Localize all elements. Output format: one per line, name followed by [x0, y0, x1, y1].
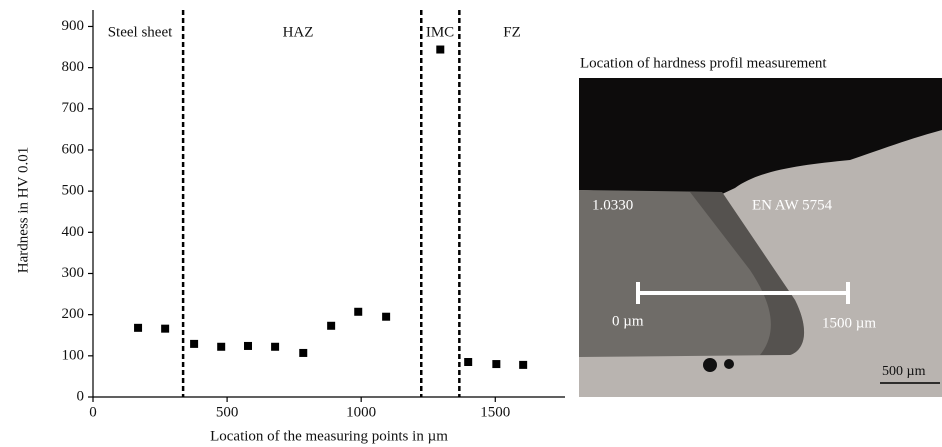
y-tick-label: 200	[62, 306, 85, 322]
y-tick-label: 700	[62, 100, 85, 116]
point	[354, 308, 362, 316]
x-tick-label: 1500	[480, 404, 510, 420]
region-label: IMC	[426, 24, 454, 40]
point	[244, 342, 252, 350]
point	[327, 322, 335, 330]
pore	[703, 358, 717, 372]
point	[492, 360, 500, 368]
point	[217, 343, 225, 351]
start-label: 0 µm	[612, 313, 644, 329]
point	[464, 358, 472, 366]
scale-bar-label: 500 µm	[882, 364, 926, 379]
y-tick-label: 400	[62, 224, 85, 240]
y-tick-label: 800	[62, 59, 85, 75]
point	[134, 324, 142, 332]
point	[161, 325, 169, 333]
y-tick-label: 300	[62, 265, 85, 281]
pore	[724, 359, 734, 369]
aluminium-label: EN AW 5754	[752, 197, 833, 213]
y-tick-label: 500	[62, 183, 85, 199]
x-tick-label: 500	[216, 404, 239, 420]
y-tick-label: 100	[62, 347, 85, 363]
region-label: HAZ	[283, 24, 314, 40]
figure: Hardness in HV 0.01 Location of the meas…	[0, 0, 942, 447]
y-tick-label: 0	[77, 388, 85, 404]
micrograph: Location of hardness profil measurement …	[579, 55, 942, 397]
point	[299, 349, 307, 357]
point	[436, 46, 444, 54]
x-axis-label: Location of the measuring points in µm	[210, 428, 448, 444]
y-tick-label: 600	[62, 141, 85, 157]
steel-label: 1.0330	[592, 197, 633, 213]
y-tick-label: 900	[62, 18, 85, 34]
x-tick-label: 0	[89, 404, 97, 420]
region-label: Steel sheet	[108, 24, 173, 40]
point	[519, 361, 527, 369]
point	[382, 313, 390, 321]
region-label: FZ	[503, 24, 521, 40]
end-label: 1500 µm	[822, 315, 876, 331]
x-tick-label: 1000	[346, 404, 376, 420]
point	[271, 343, 279, 351]
y-axis-label: Hardness in HV 0.01	[15, 147, 31, 273]
point	[190, 340, 198, 348]
micrograph-title: Location of hardness profil measurement	[580, 55, 827, 71]
